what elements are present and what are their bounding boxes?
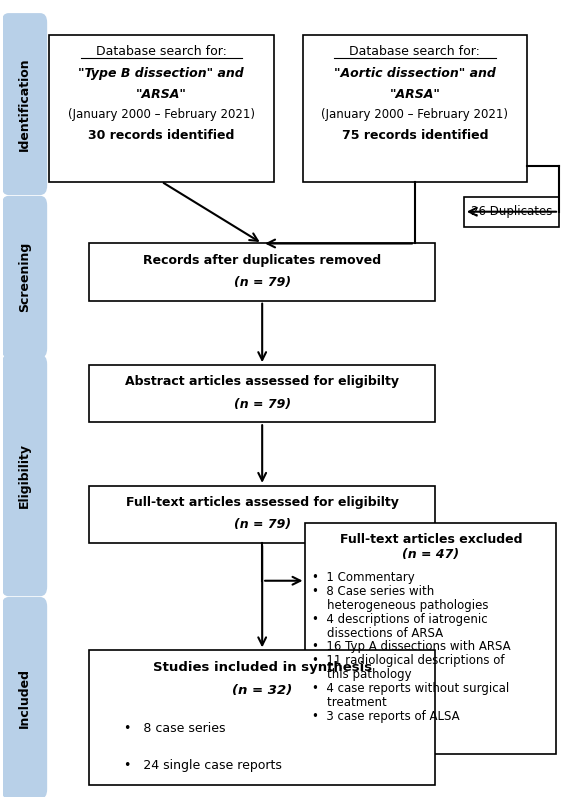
FancyBboxPatch shape [49, 34, 274, 182]
FancyBboxPatch shape [2, 196, 47, 358]
Text: treatment: treatment [313, 696, 387, 709]
Text: Database search for:: Database search for: [96, 45, 227, 58]
Text: •  11 radiological descriptions of: • 11 radiological descriptions of [313, 654, 505, 667]
FancyBboxPatch shape [2, 13, 47, 195]
Text: (January 2000 – February 2021): (January 2000 – February 2021) [68, 109, 255, 122]
Text: 75 records identified: 75 records identified [342, 129, 488, 142]
Text: Full-text articles assessed for eligibilty: Full-text articles assessed for eligibil… [126, 496, 399, 509]
Text: •   8 case series: • 8 case series [124, 722, 225, 735]
Text: Included: Included [18, 668, 31, 728]
Text: •  3 case reports of ALSA: • 3 case reports of ALSA [313, 710, 460, 723]
Text: Database search for:: Database search for: [350, 45, 480, 58]
Text: •  16 Typ A dissections with ARSA: • 16 Typ A dissections with ARSA [313, 641, 511, 654]
Text: Studies included in synthesis: Studies included in synthesis [152, 661, 372, 674]
Text: (n = 47): (n = 47) [402, 548, 459, 561]
Text: dissections of ARSA: dissections of ARSA [313, 626, 443, 639]
Text: •  8 Case series with: • 8 Case series with [313, 585, 435, 598]
Text: Identification: Identification [18, 58, 31, 151]
FancyBboxPatch shape [2, 597, 47, 799]
Text: (n = 79): (n = 79) [233, 276, 291, 289]
FancyBboxPatch shape [89, 243, 435, 301]
Text: Screening: Screening [18, 242, 31, 312]
FancyBboxPatch shape [303, 34, 527, 182]
Text: 30 records identified: 30 records identified [88, 129, 235, 142]
Text: 26 Duplicates: 26 Duplicates [471, 206, 552, 218]
Text: Full-text articles excluded: Full-text articles excluded [339, 534, 522, 546]
Text: heterogeneous pathologies: heterogeneous pathologies [313, 598, 489, 612]
Text: "Type B dissection" and: "Type B dissection" and [79, 67, 244, 80]
Text: Records after duplicates removed: Records after duplicates removed [143, 254, 381, 267]
FancyBboxPatch shape [89, 365, 435, 422]
Text: "ARSA": "ARSA" [136, 88, 187, 101]
Text: •   24 single case reports: • 24 single case reports [124, 759, 282, 773]
Text: (n = 79): (n = 79) [233, 398, 291, 410]
Text: •  1 Commentary: • 1 Commentary [313, 571, 415, 584]
Text: (January 2000 – February 2021): (January 2000 – February 2021) [321, 109, 509, 122]
FancyBboxPatch shape [89, 486, 435, 543]
Text: (n = 32): (n = 32) [232, 684, 292, 697]
Text: (n = 79): (n = 79) [233, 518, 291, 531]
FancyBboxPatch shape [306, 523, 556, 754]
Text: •  4 case reports without surgical: • 4 case reports without surgical [313, 682, 510, 695]
Text: "ARSA": "ARSA" [389, 88, 441, 101]
Text: "Aortic dissection" and: "Aortic dissection" and [334, 67, 496, 80]
FancyBboxPatch shape [464, 197, 559, 227]
Text: this pathology: this pathology [313, 668, 412, 681]
Text: Abstract articles assessed for eligibilty: Abstract articles assessed for eligibilt… [125, 375, 399, 388]
Text: Eligibility: Eligibility [18, 443, 31, 508]
Text: •  4 descriptions of iatrogenic: • 4 descriptions of iatrogenic [313, 613, 488, 626]
FancyBboxPatch shape [2, 354, 47, 596]
FancyBboxPatch shape [89, 650, 435, 786]
